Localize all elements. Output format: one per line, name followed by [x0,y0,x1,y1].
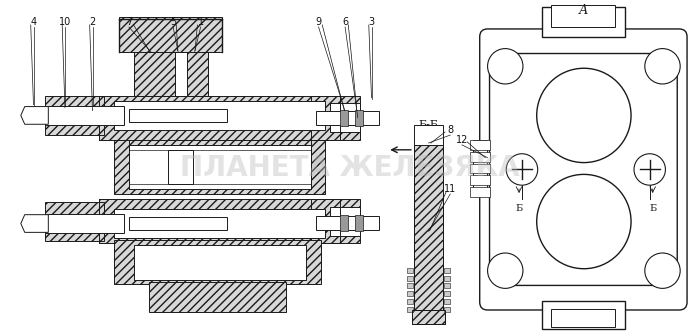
Bar [46,202,104,241]
Text: ПЛАНЕТА ЖЕЛЕЗЯКА: ПЛАНЕТА ЖЕЛЕЗЯКА [180,154,520,181]
Bar [129,217,228,230]
Bar [542,7,625,37]
Text: 5: 5 [170,17,176,27]
Bar [330,103,360,132]
Bar [407,299,413,304]
Bar [407,291,413,296]
Bar [444,299,450,304]
Polygon shape [21,107,48,124]
Bar [340,110,348,126]
Text: Б: Б [515,204,523,213]
Bar [114,209,326,238]
Bar [444,307,450,312]
Text: 6: 6 [342,17,348,27]
Bar [46,96,104,135]
Text: А: А [416,145,425,155]
Bar [407,276,413,280]
Bar [316,111,379,125]
Circle shape [537,68,631,163]
Text: 2: 2 [90,17,96,27]
Bar [99,96,340,140]
Bar [129,145,311,189]
Bar [46,214,124,233]
Bar [470,187,489,197]
Bar [330,207,360,236]
Text: 1: 1 [197,17,204,27]
Bar [552,309,615,327]
Text: 12: 12 [456,135,468,145]
Bar [407,307,413,312]
Bar [168,150,193,184]
Circle shape [537,174,631,269]
Bar [542,301,625,329]
Bar [444,276,450,280]
Bar [407,283,413,288]
Text: Б-Б: Б-Б [419,120,439,130]
Bar [444,268,450,273]
Bar [412,310,445,324]
Bar [407,268,413,273]
Text: 3: 3 [369,17,375,27]
Bar [355,215,363,231]
Bar [311,96,360,140]
Text: 7: 7 [126,17,132,27]
Circle shape [488,49,523,84]
Bar [148,282,286,312]
Circle shape [645,253,680,288]
Bar [414,125,443,145]
Bar [414,145,443,312]
Bar [129,109,228,122]
Bar [470,164,489,173]
Bar [444,291,450,296]
Bar [119,17,223,52]
Text: Б: Б [649,204,657,213]
Bar [412,310,445,324]
Text: 10: 10 [59,17,71,27]
Circle shape [488,253,523,288]
Bar [311,199,360,243]
Bar [134,52,207,96]
Bar [46,106,124,125]
Polygon shape [21,215,48,232]
Circle shape [506,154,538,185]
Text: 9: 9 [316,17,321,27]
Text: А: А [579,4,589,17]
Bar [473,140,486,189]
Bar [134,245,306,279]
Text: 4: 4 [31,17,36,27]
Bar [470,175,489,185]
Bar [340,215,348,231]
Bar [470,152,489,162]
Bar [414,145,443,312]
Bar [470,140,489,150]
FancyBboxPatch shape [489,54,677,285]
Bar [316,216,379,230]
Text: 11: 11 [444,184,456,194]
Bar [355,110,363,126]
Bar [114,140,326,194]
Bar [114,240,321,284]
Circle shape [634,154,666,185]
Bar [444,283,450,288]
Circle shape [645,49,680,84]
Bar [552,5,615,27]
FancyBboxPatch shape [480,29,687,310]
Bar [99,199,340,243]
Bar [175,52,187,96]
Bar [114,101,326,130]
Text: 8: 8 [447,125,454,135]
